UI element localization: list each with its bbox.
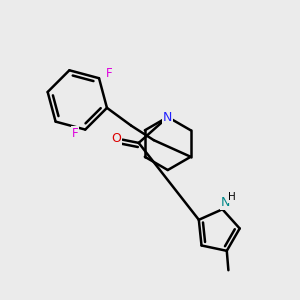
Text: N: N (221, 196, 230, 209)
Text: N: N (163, 110, 172, 124)
Text: F: F (72, 127, 78, 140)
Text: F: F (105, 67, 112, 80)
Text: O: O (111, 131, 121, 145)
Text: H: H (228, 192, 235, 202)
